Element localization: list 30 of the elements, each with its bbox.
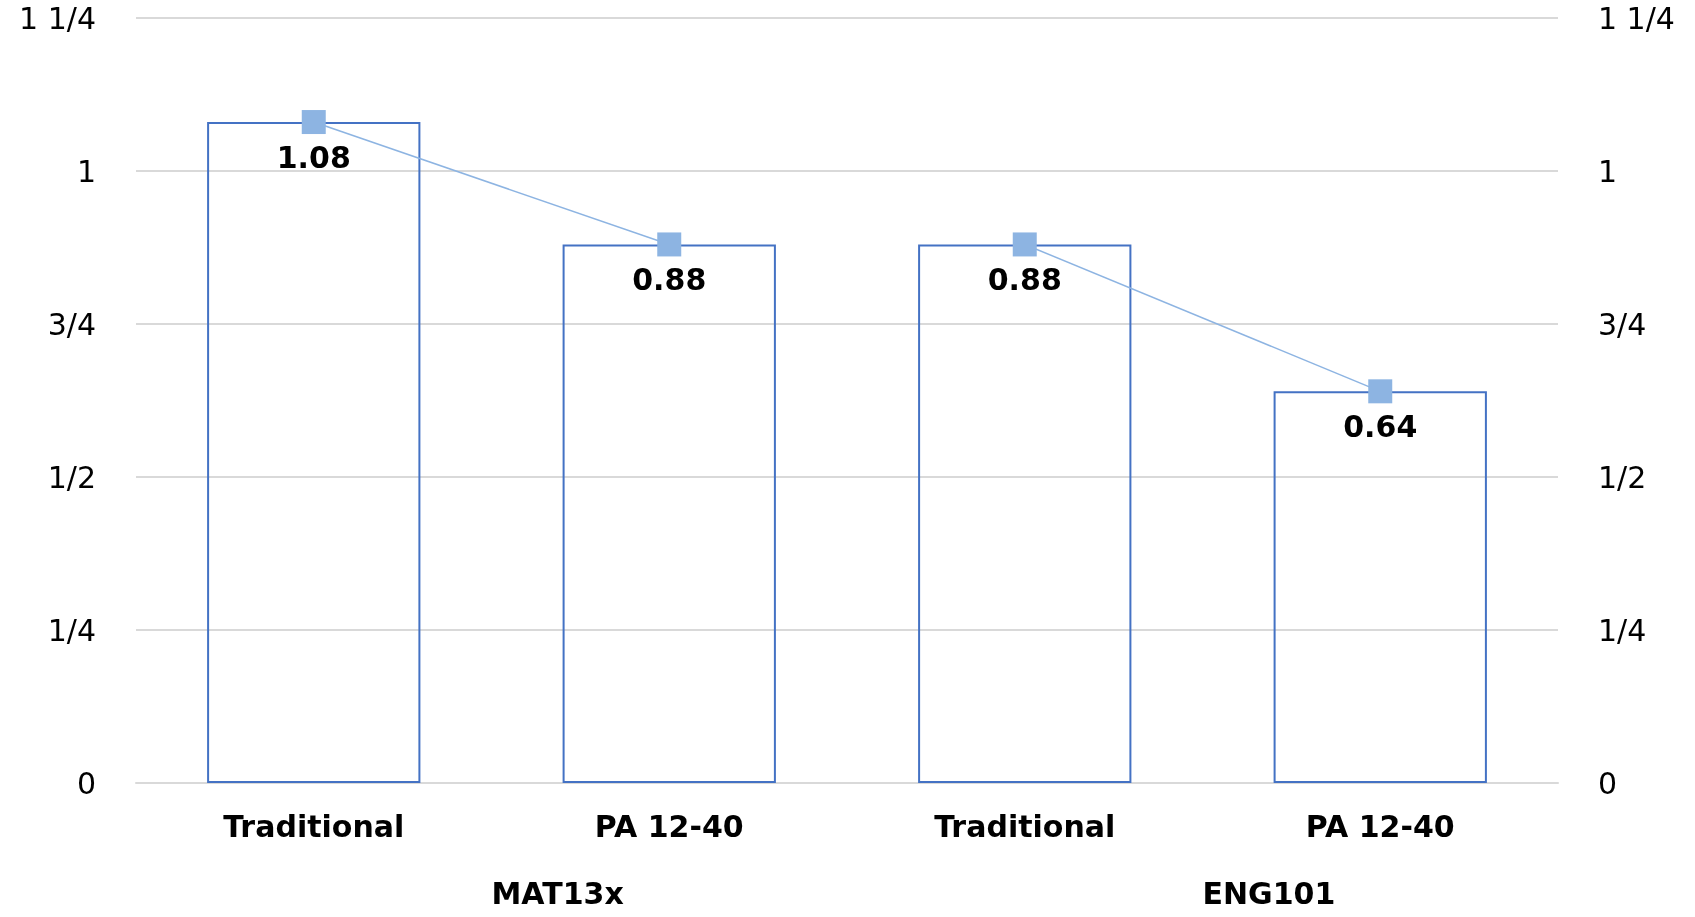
point bbox=[301, 110, 326, 135]
y-tick-label: 3/4 bbox=[47, 306, 96, 342]
text: ENG101 bbox=[1202, 875, 1336, 911]
text: MAT13x bbox=[491, 875, 624, 911]
point bbox=[657, 232, 682, 257]
data-label: 0.88 bbox=[632, 261, 707, 297]
y-tick-label: 1/4 bbox=[47, 612, 96, 648]
y2-tick-label: 1 1/4 bbox=[1598, 0, 1675, 36]
y-tick-label: 0 bbox=[76, 765, 96, 801]
data-label: 0.88 bbox=[987, 261, 1062, 297]
x-tick-label: PA 12-40 bbox=[594, 808, 744, 844]
y2-tick-label: 1/2 bbox=[1598, 459, 1647, 495]
y-tick-label: 1/2 bbox=[47, 459, 96, 495]
x-tick-label: Traditional bbox=[223, 808, 405, 844]
point bbox=[1012, 232, 1037, 257]
y2-tick-label: 1/4 bbox=[1598, 612, 1647, 648]
x-tick-label: PA 12-40 bbox=[1305, 808, 1455, 844]
bar bbox=[918, 244, 1132, 783]
y-tick-label: 1 bbox=[76, 153, 96, 189]
y-tick-label: 1 1/4 bbox=[19, 0, 96, 36]
bar bbox=[207, 122, 421, 783]
data-label: 1.08 bbox=[276, 139, 351, 175]
bar bbox=[562, 244, 776, 783]
data-label: 0.64 bbox=[1343, 408, 1418, 444]
point bbox=[1368, 379, 1393, 404]
y2-tick-label: 1 bbox=[1598, 153, 1618, 189]
x-tick-label: Traditional bbox=[934, 808, 1116, 844]
bar bbox=[1273, 391, 1487, 783]
y2-tick-label: 3/4 bbox=[1598, 306, 1647, 342]
y2-tick-label: 0 bbox=[1598, 765, 1618, 801]
